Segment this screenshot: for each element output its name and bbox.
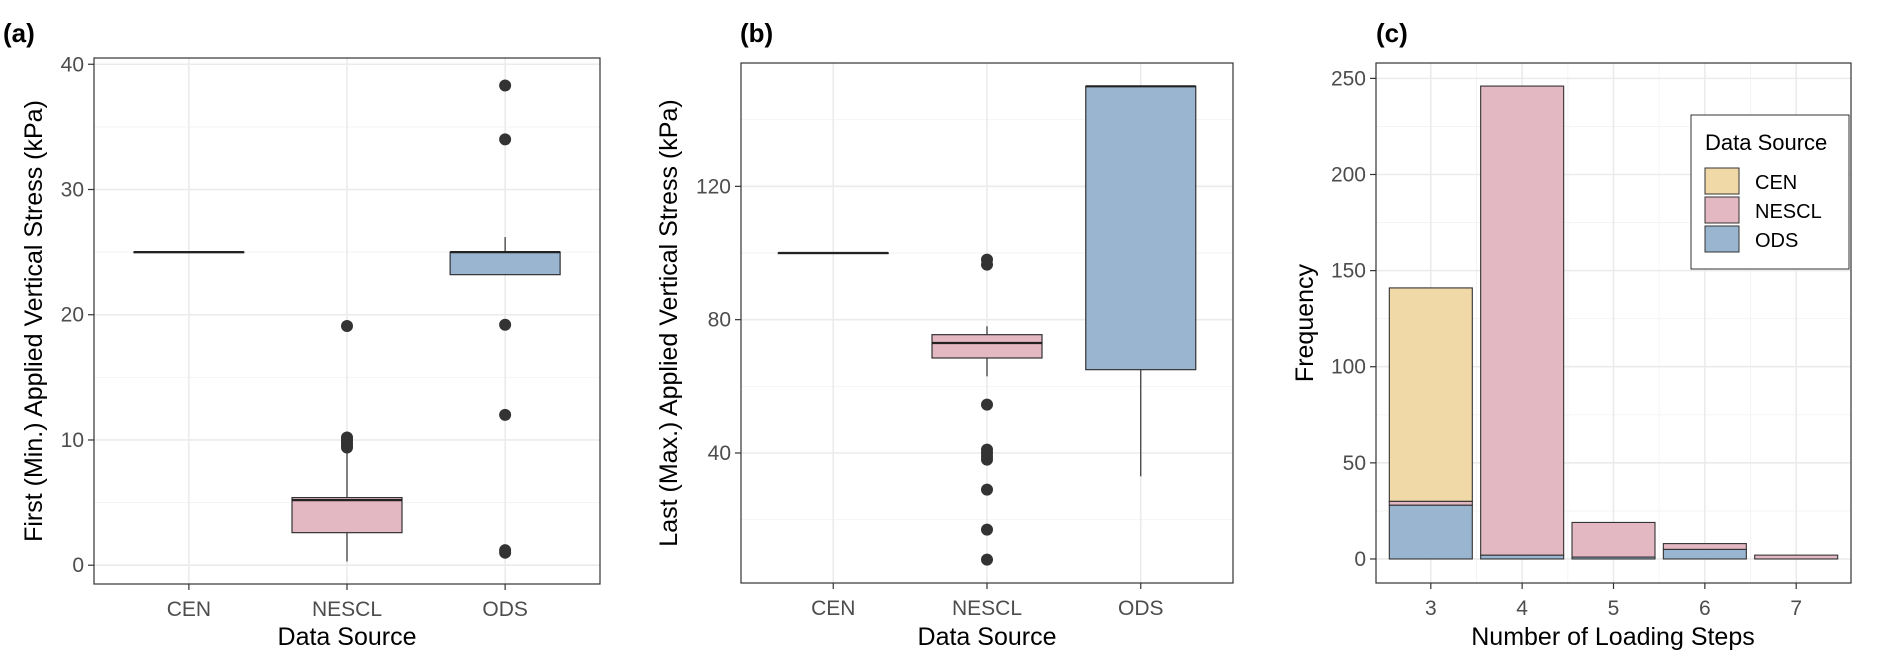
panel-c-label: (c) [1376, 18, 1408, 48]
panel-a-box-cen [133, 251, 245, 254]
panel-c-plot-area [1388, 85, 1839, 560]
panel-c-x-tick-label: 5 [1608, 597, 1620, 620]
box-body [449, 251, 561, 276]
outlier-point [499, 318, 512, 331]
box-body [931, 334, 1043, 359]
panel-b-x-tick-label: CEN [811, 597, 855, 620]
panel-b-box-ods [1085, 85, 1197, 477]
panel-b-y-tick-label: 80 [708, 309, 731, 332]
outlier-point [499, 544, 512, 557]
panel-a-y-tick-label: 30 [61, 179, 84, 202]
bar-nescl-7 [1754, 554, 1839, 560]
panel-a-box-nescl [291, 320, 403, 562]
legend-label-ods: ODS [1755, 230, 1798, 252]
panel-b-box-nescl [931, 253, 1043, 566]
panel-c-y-tick-label: 0 [1354, 548, 1366, 571]
panel-a-boxplot: (a) 0 10 20 30 40 CEN NESCL ODS Data Source Fir… [3, 18, 601, 651]
outlier-point [499, 133, 512, 146]
panel-a-x-tick-label: ODS [482, 598, 528, 621]
bar-ods-3 [1388, 504, 1473, 560]
panel-b-x-axis-title: Data Source [918, 623, 1057, 651]
outlier-point [499, 408, 512, 421]
outlier-point [341, 431, 353, 444]
panel-c-stacked-bar: (c) 0 50 100 150 200 250 3 4 5 6 7 Number of Loadi… [1291, 18, 1852, 651]
panel-b-x-tick-label: NESCL [952, 597, 1022, 620]
panel-a-ticks: 0 10 20 30 40 CEN NESCL ODS [61, 53, 528, 621]
panel-b-x-tick-label: ODS [1118, 597, 1164, 620]
outlier-point [499, 79, 512, 92]
bar-nescl-4 [1480, 85, 1565, 556]
panel-c-y-tick-label: 100 [1331, 356, 1366, 379]
panel-a-y-axis-title: First (Min.) Applied Vertical Stress (kP… [20, 100, 48, 542]
panel-a-plot-area [133, 79, 561, 562]
panel-b-y-tick-label: 40 [708, 442, 731, 465]
outlier-point [981, 553, 993, 566]
legend-key-nescl [1704, 196, 1740, 224]
panel-b-plot-area [777, 85, 1197, 566]
box-body [291, 496, 403, 534]
legend-key-cen [1704, 167, 1740, 195]
panel-c-x-tick-label: 6 [1699, 597, 1711, 620]
panel-a-x-tick-label: CEN [167, 598, 211, 621]
bar-ods-4 [1480, 554, 1565, 560]
panel-c-y-tick-label: 50 [1343, 452, 1366, 475]
panel-c-y-axis-title: Frequency [1291, 263, 1319, 382]
panel-a-y-tick-label: 10 [61, 429, 84, 452]
panel-c-ticks: 0 50 100 150 200 250 3 4 5 6 7 [1331, 67, 1802, 620]
legend-items: CEN NESCL ODS [1704, 167, 1822, 253]
panel-a-y-tick-label: 40 [61, 53, 84, 76]
panel-c-x-axis-title: Number of Loading Steps [1471, 623, 1755, 651]
panel-c-x-tick-label: 4 [1516, 597, 1528, 620]
legend: Data Source CEN NESCL ODS [1690, 114, 1850, 270]
panel-a-y-tick-label: 20 [61, 304, 84, 327]
panel-a-x-tick-label: NESCL [312, 598, 382, 621]
panel-b-ticks: 40 80 120 CEN NESCL ODS [696, 175, 1164, 620]
bar-nescl-6 [1662, 543, 1747, 550]
outlier-point [981, 523, 993, 536]
outlier-point [981, 483, 993, 496]
panel-b-y-tick-label: 120 [696, 175, 731, 198]
panel-c-x-tick-label: 3 [1425, 597, 1437, 620]
panel-b-y-axis-title: Last (Max.) Applied Vertical Stress (kPa… [655, 99, 683, 546]
panel-a-x-axis-title: Data Source [278, 623, 417, 651]
bar-nescl-3 [1388, 500, 1473, 506]
outlier-point [981, 443, 993, 456]
bar-nescl-5 [1571, 521, 1656, 558]
panel-b-boxplot: (b) 40 80 120 CEN NESCL ODS Data Source Last … [655, 18, 1234, 651]
panel-c-y-tick-label: 150 [1331, 260, 1366, 283]
panel-a-label: (a) [3, 18, 35, 48]
panel-c-y-tick-label: 200 [1331, 163, 1366, 186]
outlier-point [981, 253, 993, 266]
legend-label-cen: CEN [1755, 172, 1797, 194]
panel-c-x-tick-label: 7 [1790, 597, 1802, 620]
legend-key-ods [1704, 225, 1740, 253]
panel-a-y-tick-label: 0 [72, 554, 84, 577]
legend-label-nescl: NESCL [1755, 201, 1822, 223]
box-body [1085, 85, 1197, 371]
panel-b-box-cen [777, 251, 889, 255]
panel-a-box-ods [449, 79, 561, 559]
bar-cen-3 [1388, 287, 1473, 502]
panel-c-y-tick-label: 250 [1331, 67, 1366, 90]
bar-ods-6 [1662, 548, 1747, 560]
outlier-point [341, 320, 353, 333]
panel-b-label: (b) [740, 18, 773, 48]
outlier-point [981, 398, 993, 411]
legend-title: Data Source [1705, 130, 1827, 155]
